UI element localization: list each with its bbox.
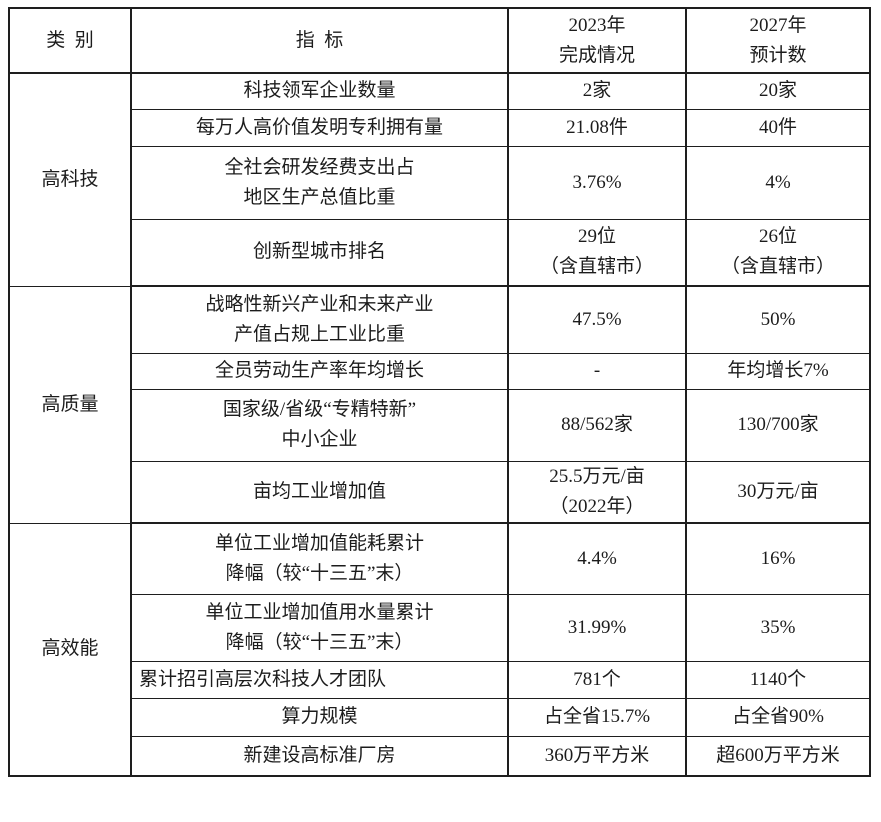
value-2027-cell: 1140个 [685, 660, 871, 699]
value-2023-cell: 47.5% [507, 285, 687, 354]
value-2023-cell: 360万平方米 [507, 735, 687, 777]
value-2027-cell: 超600万平方米 [685, 735, 871, 777]
table-row: 新建设高标准厂房 360万平方米 超600万平方米 [9, 735, 871, 777]
value-2027-cell: 20家 [685, 72, 871, 110]
value-2023-cell: 2家 [507, 72, 687, 110]
indicator-cell: 单位工业增加值能耗累计 降幅（较“十三五”末） [130, 522, 509, 595]
table-row: 每万人高价值发明专利拥有量 21.08件 40件 [9, 108, 871, 147]
value-2027-cell: 30万元/亩 [685, 460, 871, 524]
table-row: 累计招引高层次科技人才团队 781个 1140个 [9, 660, 871, 699]
category-cell-high-tech: 高科技 [8, 72, 132, 287]
table-row: 创新型城市排名 29位 （含直辖市） 26位 （含直辖市） [9, 218, 871, 287]
value-2023-cell: 31.99% [507, 593, 687, 662]
indicator-cell: 全社会研发经费支出占 地区生产总值比重 [130, 145, 509, 220]
value-2027-cell: 16% [685, 522, 871, 595]
table-row: 国家级/省级“专精特新” 中小企业 88/562家 130/700家 [9, 388, 871, 462]
value-2027-cell: 35% [685, 593, 871, 662]
value-2027-cell: 4% [685, 145, 871, 220]
header-indicator: 指 标 [130, 7, 509, 74]
indicator-cell: 亩均工业增加值 [130, 460, 509, 524]
indicator-cell: 全员劳动生产率年均增长 [130, 352, 509, 390]
value-2023-cell: 21.08件 [507, 108, 687, 147]
header-row: 类 别 指 标 2023年 完成情况 2027年 预计数 [8, 7, 871, 74]
indicator-cell: 累计招引高层次科技人才团队 [130, 660, 509, 699]
indicator-cell: 单位工业增加值用水量累计 降幅（较“十三五”末） [130, 593, 509, 662]
indicator-cell: 每万人高价值发明专利拥有量 [130, 108, 509, 147]
value-2023-cell: 占全省15.7% [507, 697, 687, 737]
value-2027-cell: 占全省90% [685, 697, 871, 737]
indicator-cell: 创新型城市排名 [130, 218, 509, 287]
table-row: 高效能 单位工业增加值能耗累计 降幅（较“十三五”末） 4.4% 16% [8, 522, 871, 777]
value-2023-cell: 3.76% [507, 145, 687, 220]
value-2027-cell: 50% [685, 285, 871, 354]
table-row: 全员劳动生产率年均增长 - 年均增长7% [9, 352, 871, 390]
indicator-cell: 战略性新兴产业和未来产业 产值占规上工业比重 [130, 285, 509, 354]
category-cell-high-efficiency: 高效能 [8, 522, 132, 777]
table-row: 算力规模 占全省15.7% 占全省90% [9, 697, 871, 737]
value-2027-cell: 130/700家 [685, 388, 871, 462]
value-2027-cell: 年均增长7% [685, 352, 871, 390]
value-2023-cell: 25.5万元/亩 （2022年） [507, 460, 687, 524]
indicator-cell: 国家级/省级“专精特新” 中小企业 [130, 388, 509, 462]
table-row: 高质量 战略性新兴产业和未来产业 产值占规上工业比重 47.5% 50% [8, 285, 871, 524]
category-cell-high-quality: 高质量 [8, 285, 132, 524]
header-category: 类 别 [8, 7, 132, 74]
indicator-cell: 新建设高标准厂房 [130, 735, 509, 777]
header-2027: 2027年 预计数 [685, 7, 871, 74]
indicator-cell: 科技领军企业数量 [130, 72, 509, 110]
table-row: 单位工业增加值用水量累计 降幅（较“十三五”末） 31.99% 35% [9, 593, 871, 662]
table-row: 高科技 科技领军企业数量 2家 20家 [8, 72, 871, 287]
value-2023-cell: 4.4% [507, 522, 687, 595]
header-2023: 2023年 完成情况 [507, 7, 687, 74]
table-row: 亩均工业增加值 25.5万元/亩 （2022年） 30万元/亩 [9, 460, 871, 524]
value-2023-cell: 781个 [507, 660, 687, 699]
value-2027-cell: 40件 [685, 108, 871, 147]
indicator-table: 类 别 指 标 2023年 完成情况 2027年 预计数 高科技 科技领军企业数… [8, 7, 871, 777]
value-2027-cell: 26位 （含直辖市） [685, 218, 871, 287]
value-2023-cell: 29位 （含直辖市） [507, 218, 687, 287]
table-row: 全社会研发经费支出占 地区生产总值比重 3.76% 4% [9, 145, 871, 220]
value-2023-cell: 88/562家 [507, 388, 687, 462]
indicator-cell: 算力规模 [130, 697, 509, 737]
value-2023-cell: - [507, 352, 687, 390]
